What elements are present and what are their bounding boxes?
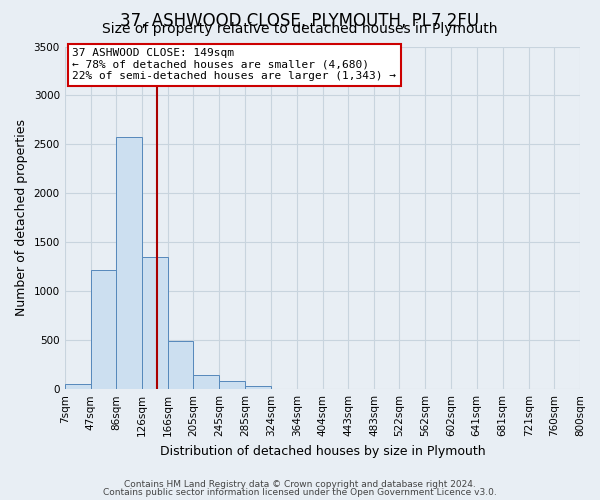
Bar (91, 270, 116, 389)
Bar (168, 341, 193, 389)
Bar (245, 386, 271, 389)
Text: Contains HM Land Registry data © Crown copyright and database right 2024.: Contains HM Land Registry data © Crown c… (124, 480, 476, 489)
Bar (116, 136, 142, 389)
Text: 37, ASHWOOD CLOSE, PLYMOUTH, PL7 2FU: 37, ASHWOOD CLOSE, PLYMOUTH, PL7 2FU (121, 12, 479, 30)
Bar (193, 375, 220, 389)
Bar (220, 381, 245, 389)
X-axis label: Distribution of detached houses by size in Plymouth: Distribution of detached houses by size … (160, 444, 485, 458)
Y-axis label: Number of detached properties: Number of detached properties (15, 120, 28, 316)
Text: Contains public sector information licensed under the Open Government Licence v3: Contains public sector information licen… (103, 488, 497, 497)
Text: 37 ASHWOOD CLOSE: 149sqm
← 78% of detached houses are smaller (4,680)
22% of sem: 37 ASHWOOD CLOSE: 149sqm ← 78% of detach… (73, 48, 397, 82)
Text: Size of property relative to detached houses in Plymouth: Size of property relative to detached ho… (102, 22, 498, 36)
Bar (142, 257, 168, 389)
Bar (65, 384, 91, 389)
